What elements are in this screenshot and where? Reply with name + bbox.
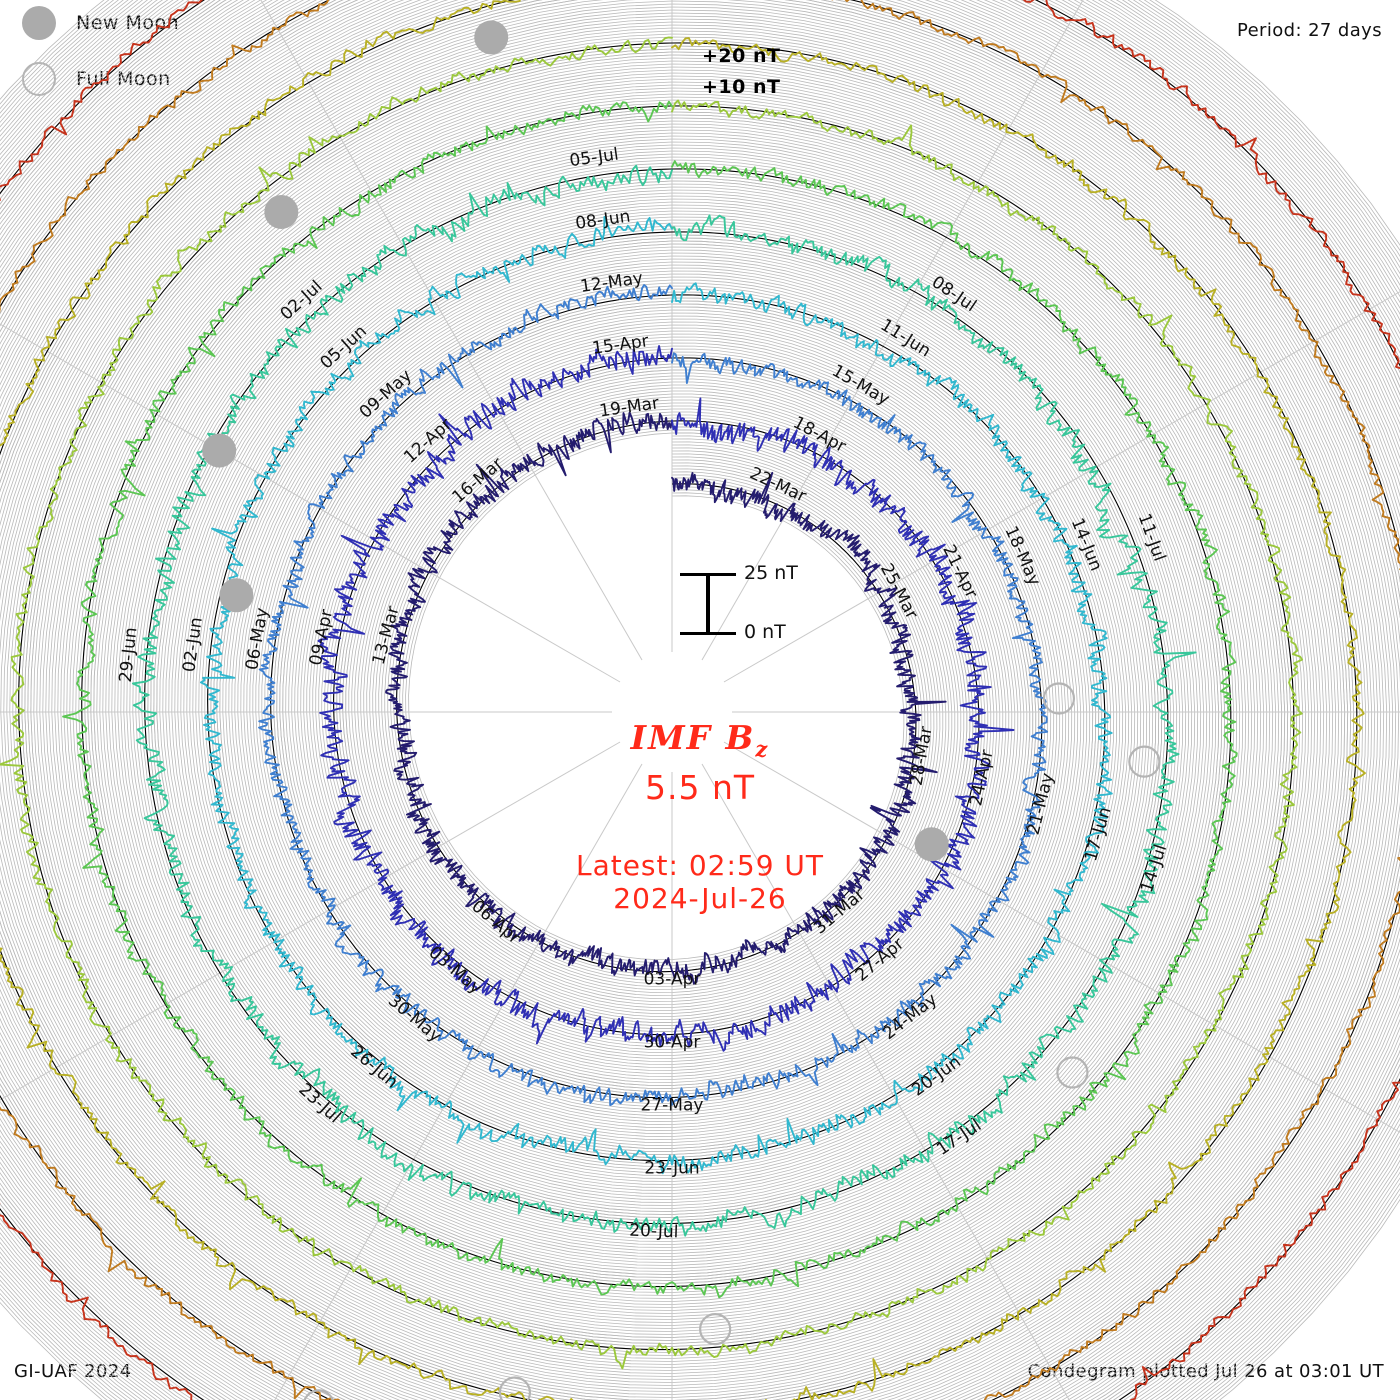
latest-date: 2024-Jul-26 <box>613 881 787 915</box>
date-label: 29-Jun <box>116 626 142 683</box>
page-title: IMF Bz <box>0 718 1400 762</box>
full-moon-marker <box>303 1389 334 1400</box>
imf-bz-trace <box>199 216 1113 1175</box>
full-moon-marker <box>498 1376 531 1400</box>
date-label: 30-Apr <box>644 1033 701 1053</box>
date-label: 02-Jun <box>179 616 206 674</box>
credit-label: GI-UAF 2024 <box>14 1361 132 1382</box>
date-label: 05-Jul <box>568 145 620 172</box>
date-label: 20-Jun <box>908 1052 964 1101</box>
full-moon-marker <box>699 1312 732 1346</box>
new-moon-icon <box>22 6 56 40</box>
date-label: 05-Jun <box>316 321 370 373</box>
date-label: 24-May <box>879 990 941 1044</box>
scalebar-bottom-label: 0 nT <box>744 621 786 643</box>
scalebar-top-label: 25 nT <box>744 562 798 584</box>
radial-tick-10nt: +10 nT <box>702 76 781 98</box>
imf-bz-trace <box>385 411 947 985</box>
new-moon-marker <box>914 827 949 862</box>
imf-bz-trace <box>0 36 1304 1370</box>
full-moon-marker <box>1128 745 1161 778</box>
full-moon-marker <box>1056 1056 1089 1089</box>
radial-tick-20nt: +20 nT <box>702 45 781 67</box>
date-label: 27-May <box>641 1096 704 1116</box>
latest-readout: Latest: 02:59 UT 2024-Jul-26 <box>0 849 1400 915</box>
baseline-spiral <box>0 0 1358 1400</box>
scalebar-stem <box>706 573 710 635</box>
date-label: 20-Jul <box>629 1221 679 1243</box>
plotted-timestamp-label: Condegram plotted Jul 26 at 03:01 UT <box>1027 1361 1384 1382</box>
new-moon-marker <box>219 578 254 613</box>
imf-bz-trace <box>258 284 1049 1107</box>
current-value: 5.5 nT <box>644 767 756 807</box>
full-moon-marker <box>1042 682 1076 715</box>
new-moon-marker <box>474 20 509 55</box>
date-label: 23-Jun <box>644 1159 699 1179</box>
new-moon-marker <box>264 194 299 229</box>
imf-bz-trace <box>317 345 1015 1052</box>
latest-time: Latest: 02:59 UT <box>575 848 825 882</box>
date-label: 18-Apr <box>790 413 850 457</box>
page-title-text: IMF B <box>630 718 756 757</box>
imf-bz-trace <box>0 0 1366 1400</box>
date-label: 03-Apr <box>644 970 701 990</box>
date-label: 16-Mar <box>449 454 508 508</box>
period-label: Period: 27 days <box>1236 20 1382 41</box>
baseline-spiral <box>270 294 1043 1099</box>
imf-bz-trace <box>62 100 1238 1299</box>
moon-marker-layer <box>202 20 1161 1400</box>
page-title-subscript: z <box>755 736 770 762</box>
new-moon-marker <box>202 433 237 468</box>
center-readout: IMF Bz 5.5 nT Latest: 02:59 UT 2024-Jul-… <box>0 718 1400 915</box>
